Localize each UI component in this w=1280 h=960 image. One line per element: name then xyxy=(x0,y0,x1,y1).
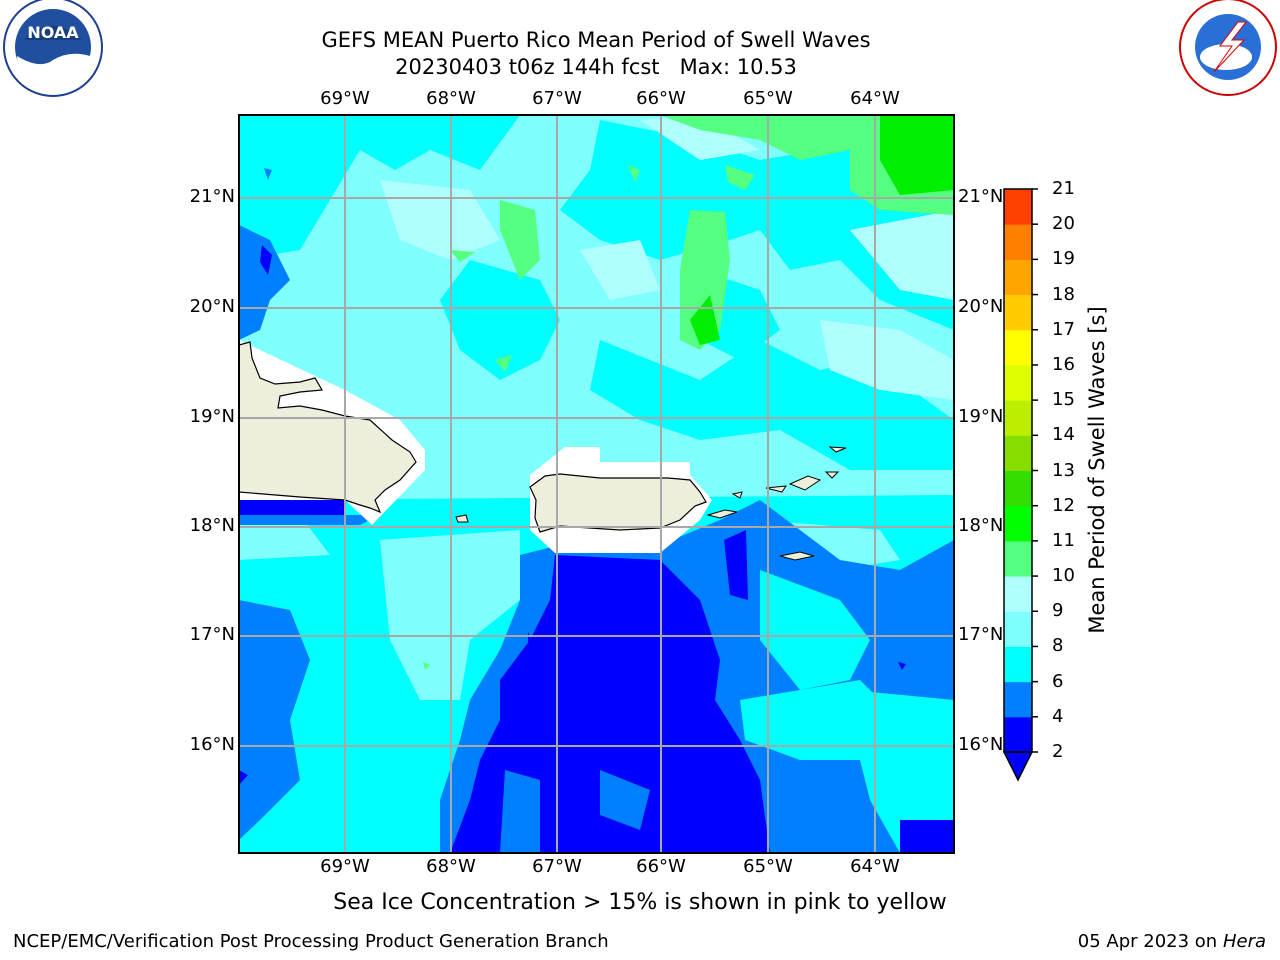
lon-label-top: 68°W xyxy=(426,88,476,109)
lat-label-right: 18°N xyxy=(958,515,1004,536)
map-frame xyxy=(238,114,955,854)
colorbar-segment xyxy=(1004,646,1032,683)
colorbar-segment xyxy=(1004,400,1032,436)
colorbar-tick-label: 20 xyxy=(1052,213,1075,235)
noaa-logo-text: NOAA xyxy=(27,23,79,42)
colorbar-tick-label: 18 xyxy=(1052,283,1075,305)
colorbar-tick-label: 21 xyxy=(1052,178,1075,199)
noaa-logo: NOAA xyxy=(3,0,103,97)
colorbar-tick-label: 12 xyxy=(1052,494,1075,516)
lat-label-left: 20°N xyxy=(189,296,235,317)
colorbar-tick-label: 14 xyxy=(1052,424,1075,446)
colorbar-segment xyxy=(1004,294,1032,331)
colorbar-extension xyxy=(1002,751,1034,782)
lon-label-bottom: 64°W xyxy=(850,856,900,877)
lat-label-left: 16°N xyxy=(189,734,235,755)
colorbar-tick-label: 15 xyxy=(1052,389,1075,411)
lon-label-bottom: 65°W xyxy=(743,856,793,877)
colorbar-tick-label: 11 xyxy=(1052,529,1075,551)
lat-label-left: 19°N xyxy=(189,406,235,427)
lat-label-left: 18°N xyxy=(189,515,235,536)
lat-label-right: 17°N xyxy=(958,624,1004,645)
graticule xyxy=(239,115,954,853)
lon-label-bottom: 69°W xyxy=(320,856,370,877)
lon-label-bottom: 68°W xyxy=(426,856,476,877)
title-line1: GEFS MEAN Puerto Rico Mean Period of Swe… xyxy=(321,28,871,52)
colorbar xyxy=(1002,188,1038,782)
colorbar-segment xyxy=(1004,224,1032,260)
colorbar-tick-label: 10 xyxy=(1052,565,1075,587)
lon-label-top: 69°W xyxy=(320,88,370,109)
colorbar-segment xyxy=(1004,681,1032,718)
date-value: 05 Apr 2023 on xyxy=(1077,931,1218,952)
colorbar-tick-label: 17 xyxy=(1052,318,1075,340)
colorbar-segment xyxy=(1004,611,1032,647)
lat-label-right: 21°N xyxy=(958,186,1004,207)
colorbar-segment xyxy=(1004,364,1032,401)
colorbar-segment xyxy=(1004,505,1032,542)
colorbar-segment xyxy=(1004,259,1032,296)
lon-label-bottom: 67°W xyxy=(532,856,582,877)
sea-ice-note: Sea Ice Concentration > 15% is shown in … xyxy=(333,890,947,915)
lon-label-top: 65°W xyxy=(743,88,793,109)
lat-label-left: 17°N xyxy=(189,624,235,645)
lon-label-bottom: 66°W xyxy=(636,856,686,877)
colorbar-tick-label: 4 xyxy=(1052,705,1064,727)
colorbar-tick-label: 19 xyxy=(1052,248,1075,270)
colorbar-tick-label: 13 xyxy=(1052,459,1075,481)
colorbar-title: Mean Period of Swell Waves [s] xyxy=(1085,306,1109,634)
colorbar-segment xyxy=(1004,716,1032,753)
colorbar-tick-label: 16 xyxy=(1052,353,1075,375)
lon-label-top: 66°W xyxy=(636,88,686,109)
lat-label-left: 21°N xyxy=(189,186,235,207)
colorbar-segment xyxy=(1004,576,1032,612)
colorbar-tick-label: 6 xyxy=(1052,670,1064,692)
lat-label-right: 20°N xyxy=(958,296,1004,317)
lat-label-right: 19°N xyxy=(958,406,1004,427)
title-line2: 20230403 t06z 144h fcst Max: 10.53 xyxy=(395,55,797,79)
date-text: 05 Apr 2023 on Hera xyxy=(1078,931,1266,952)
colorbar-segment xyxy=(1004,470,1032,507)
lon-label-top: 64°W xyxy=(850,88,900,109)
nws-logo xyxy=(1179,0,1277,96)
swell-period-field xyxy=(239,115,954,853)
colorbar-segment xyxy=(1004,435,1032,471)
colorbar-segment xyxy=(1004,329,1032,366)
lon-label-top: 67°W xyxy=(532,88,582,109)
colorbar-segment xyxy=(1004,189,1032,225)
colorbar-tick-label: 2 xyxy=(1052,741,1064,762)
colorbar-segment xyxy=(1004,540,1032,577)
credit-text: NCEP/EMC/Verification Post Processing Pr… xyxy=(13,931,609,952)
colorbar-tick-label: 8 xyxy=(1052,635,1064,657)
lat-label-right: 16°N xyxy=(958,734,1004,755)
colorbar-tick-label: 9 xyxy=(1052,600,1064,622)
machine-name: Hera xyxy=(1222,931,1266,952)
